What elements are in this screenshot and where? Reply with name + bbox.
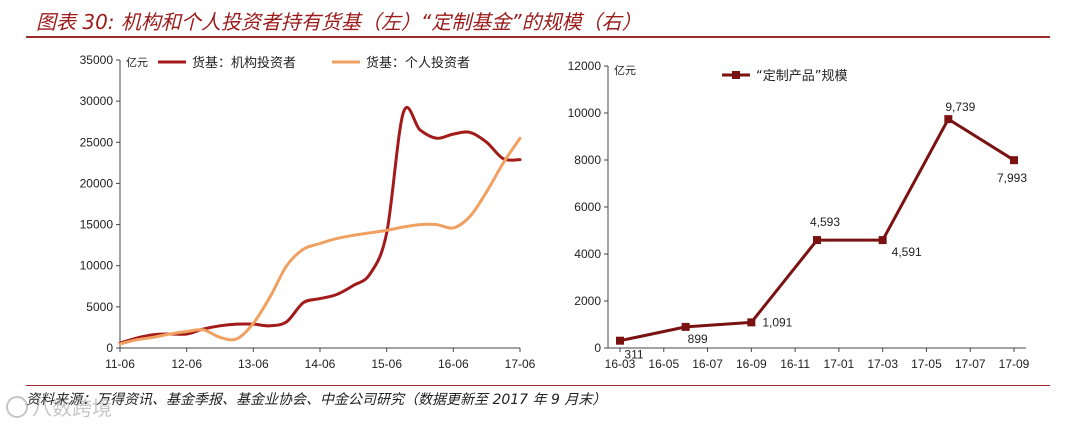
- right-x-tick-label: 16-07: [692, 357, 723, 371]
- left-x-tick-label: 11-06: [105, 357, 135, 371]
- right-data-point: [747, 318, 756, 327]
- right-x-tick-label: 17-07: [955, 357, 986, 371]
- right-data-label: 899: [688, 332, 708, 346]
- left-y-tick-label: 35000: [80, 53, 114, 67]
- right-x-tick-label: 17-09: [999, 357, 1030, 371]
- right-data-point: [1010, 156, 1018, 165]
- left-chart: 0 5000 10000 15000 20000 25000 30000 35000 11-06…: [80, 53, 536, 371]
- right-data-label: 9,739: [945, 100, 975, 114]
- figure-title: 图表 30: 机构和个人投资者持有货基（左）“定制基金”的规模（右）: [36, 10, 642, 34]
- watermark: 八数跨境: [6, 392, 126, 420]
- left-y-tick-label: 15000: [80, 218, 114, 232]
- right-series-line: [619, 117, 1015, 343]
- left-legend-label-1: 货基：个人投资者: [366, 55, 470, 71]
- left-x-tick-label: 17-06: [505, 357, 536, 371]
- right-data-point: [681, 322, 690, 331]
- right-x-tick-label: 17-05: [911, 357, 942, 371]
- right-x-tick-label: 16-09: [736, 357, 767, 371]
- right-y-tick-label: 0: [594, 341, 601, 355]
- left-series-line-1: [118, 136, 522, 346]
- source-note: 资料来源：万得资讯、基金季报、基金业协会、中金公司研究（数据更新至 2017 年…: [26, 392, 607, 408]
- watermark-text: 八数跨境: [32, 396, 112, 420]
- left-y-tick-label: 10000: [80, 259, 114, 273]
- right-x-tick-label: 17-01: [824, 357, 855, 371]
- right-data-label: 4,591: [892, 245, 922, 259]
- left-x-tick-label: 16-06: [438, 357, 469, 371]
- right-legend-label: “定制产品”规模: [756, 69, 847, 84]
- right-y-tick-label: 2000: [574, 294, 601, 308]
- right-data-label: 311: [624, 348, 643, 362]
- right-unit-label: 亿元: [614, 64, 636, 77]
- right-data-label: 7,993: [997, 171, 1027, 185]
- right-data-point: [616, 336, 624, 345]
- right-data-label: 4,593: [810, 215, 840, 229]
- right-y-tick-label: 10000: [568, 106, 602, 120]
- left-series-line-0: [118, 106, 522, 345]
- right-y-tick-label: 12000: [568, 59, 602, 73]
- right-legend-marker: [732, 71, 740, 79]
- right-x-tick-label: 17-03: [867, 357, 898, 371]
- left-unit-label: 亿元: [126, 56, 148, 69]
- right-y-tick-label: 4000: [574, 247, 601, 261]
- source-rule: [26, 385, 1050, 386]
- left-y-tick-label: 25000: [80, 135, 114, 149]
- right-chart: 0 2000 4000 6000 8000 10000 12000 16-03 16-05 16-…: [568, 59, 1030, 371]
- left-legend-label-0: 货基：机构投资者: [192, 55, 296, 71]
- right-x-tick-label: 16-03: [605, 357, 636, 371]
- right-y-tick-label: 6000: [574, 200, 601, 214]
- left-y-tick-label: 30000: [80, 94, 114, 108]
- left-x-tick-label: 14-06: [305, 357, 336, 371]
- left-y-tick-label: 20000: [80, 176, 114, 190]
- title-rule: [26, 36, 1050, 38]
- right-data-point: [944, 115, 953, 124]
- right-data-point: [813, 236, 821, 245]
- right-x-tick-label: 16-11: [780, 357, 810, 371]
- watermark-logo-icon: [6, 396, 28, 418]
- left-x-tick-label: 12-06: [171, 357, 202, 371]
- left-x-tick-label: 15-06: [371, 357, 402, 371]
- left-y-tick-label: 5000: [86, 300, 113, 314]
- right-x-tick-label: 16-05: [648, 357, 679, 371]
- right-data-label: 1,091: [762, 315, 792, 329]
- left-y-tick-label: 0: [106, 341, 113, 355]
- right-y-tick-label: 8000: [574, 153, 601, 167]
- right-data-point: [878, 236, 887, 245]
- left-x-tick-label: 13-06: [238, 357, 269, 371]
